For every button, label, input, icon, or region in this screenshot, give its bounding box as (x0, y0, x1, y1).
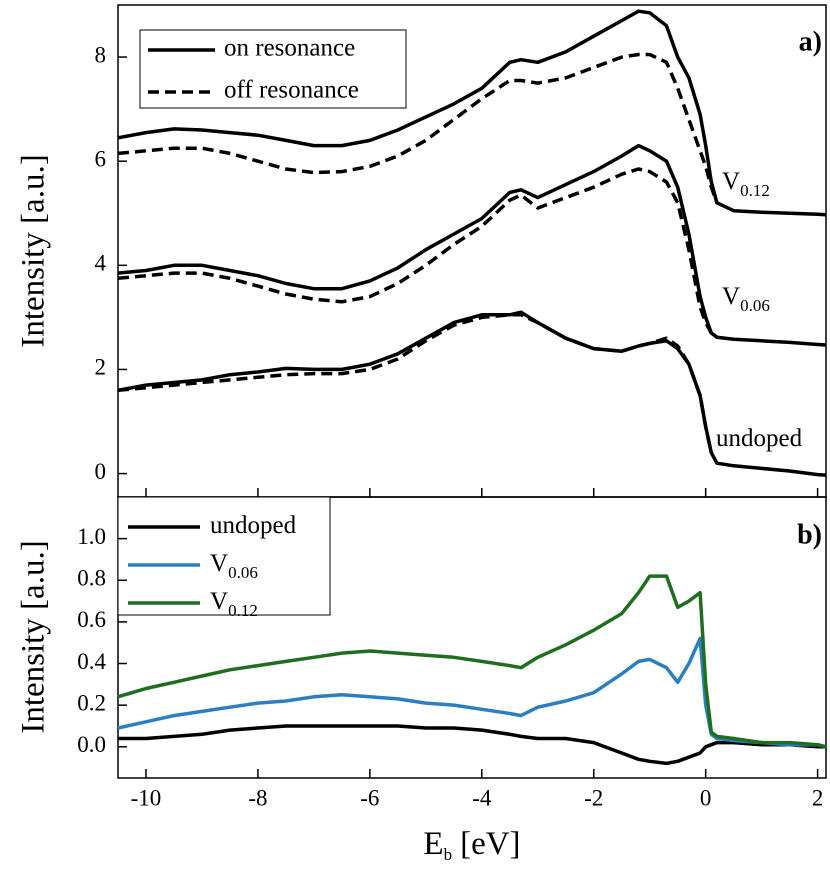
x-axis-label-sub: b (444, 845, 453, 864)
data-line (117, 574, 827, 749)
x-tick-label: 0 (700, 785, 712, 810)
y-tick-label: 6 (95, 146, 107, 171)
data-line (117, 313, 714, 454)
y-tick-label: 1.0 (77, 524, 106, 549)
curve-label-main: undoped (716, 425, 803, 452)
data-line (117, 167, 718, 339)
x-axis-label-main: E (423, 826, 443, 862)
x-tick-label: -2 (584, 785, 603, 810)
y-tick-label: 0 (95, 459, 107, 484)
y-axis-label: Intensity [a.u.] (16, 540, 52, 733)
legend-label-sub: 0.06 (228, 563, 258, 582)
y-tick-label: 2 (95, 355, 107, 380)
legend-box (117, 496, 331, 616)
panel-label: a) (799, 26, 822, 57)
y-tick-label: 0.6 (77, 607, 106, 632)
x-tick-label: -4 (472, 785, 492, 810)
legend-label-main: undoped (210, 512, 297, 539)
curve-label: undoped (716, 425, 803, 452)
data-line (117, 52, 719, 204)
legend-label: on resonance (224, 35, 355, 62)
legend-label-sub: 0.12 (228, 601, 258, 620)
y-tick-label: 0.0 (77, 732, 106, 757)
data-line (117, 143, 827, 347)
curve-label: V0.06 (722, 283, 770, 315)
x-tick-label: -6 (360, 785, 379, 810)
y-tick-label: 0.8 (77, 566, 106, 591)
y-tick-label: 0.2 (77, 690, 106, 715)
x-axis-label-unit: [eV] (460, 826, 520, 862)
y-tick-label: 8 (95, 42, 107, 67)
y-tick-label: 0.4 (77, 649, 106, 674)
legend-label-main: V (210, 588, 228, 615)
curve-label-sub: 0.12 (740, 181, 770, 200)
panel-label: b) (797, 519, 822, 550)
x-tick-label: -10 (131, 785, 162, 810)
legend-label: undoped (210, 512, 297, 539)
curve-label: V0.12 (722, 168, 770, 200)
legend-label: off resonance (224, 77, 359, 104)
x-axis-label: Eb [eV] (423, 826, 520, 864)
legend-label: V0.06 (210, 550, 258, 582)
data-line (118, 724, 826, 766)
y-tick-label: 4 (95, 251, 107, 276)
legend-box (139, 29, 407, 109)
y-axis-label: Intensity [a.u.] (16, 154, 52, 347)
curve-label-sub: 0.06 (740, 296, 770, 315)
x-tick-label: 2 (812, 785, 824, 810)
x-tick-label: -8 (248, 785, 267, 810)
curve-label-main: V (722, 283, 740, 310)
legend-label-main: V (210, 550, 228, 577)
panel-b-frame (117, 496, 827, 779)
legend-label: V0.12 (210, 588, 258, 620)
curve-label-main: V (722, 168, 740, 195)
